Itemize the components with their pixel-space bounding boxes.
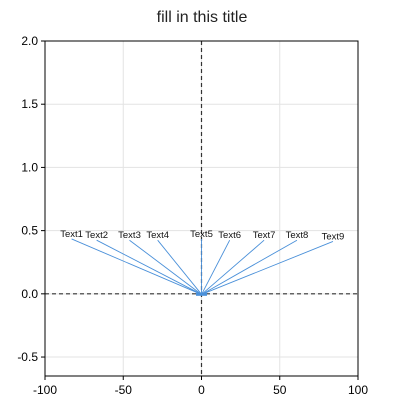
y-tick-label-5: 2.0: [21, 34, 38, 48]
annotation-label-2: Text2: [85, 230, 108, 241]
y-tick-label-1: 0.0: [21, 287, 38, 301]
y-axis-ticks: -0.5 0.0 0.5 1.0 1.5 2.0: [17, 34, 45, 364]
annotation-connector-3: [129, 239, 201, 295]
annotation-label-4: Text4: [146, 230, 169, 241]
annotation-connector-8: [202, 239, 298, 295]
x-tick-label-2: 0: [198, 383, 205, 397]
x-tick-label-3: 50: [273, 383, 287, 397]
x-tick-label-0: -100: [33, 383, 57, 397]
annotations: Text1 Text2 Text3 Text4 Text5 Text6 Text7 Text8…: [60, 229, 345, 296]
x-tick-label-4: 100: [348, 383, 368, 397]
annotation-connector-1: [71, 238, 201, 295]
y-tick-label-3: 1.0: [21, 160, 38, 174]
annotation-connector-6: [201, 240, 231, 295]
annotation-label-8: Text8: [286, 230, 309, 241]
y-tick-label-4: 1.5: [21, 97, 38, 111]
y-tick-label-0: -0.5: [17, 350, 38, 364]
x-tick-label-1: -50: [115, 383, 133, 397]
y-tick-label-2: 0.5: [21, 224, 38, 238]
x-axis-ticks: -100 -50 0 50 100: [33, 376, 368, 397]
annotation-label-7: Text7: [253, 230, 276, 241]
annotation-label-6: Text6: [218, 230, 241, 241]
annotation-connector-9: [202, 241, 334, 295]
chart-title: fill in this title: [157, 9, 248, 26]
annotation-label-5: Text5: [190, 229, 213, 240]
annotation-label-3: Text3: [118, 230, 141, 241]
annotation-connector-7: [201, 239, 265, 295]
annotation-label-9: Text9: [322, 231, 345, 242]
annotation-connector-4: [157, 239, 202, 295]
annotation-label-1: Text1: [60, 229, 83, 240]
annotation-connector-2: [96, 239, 201, 295]
